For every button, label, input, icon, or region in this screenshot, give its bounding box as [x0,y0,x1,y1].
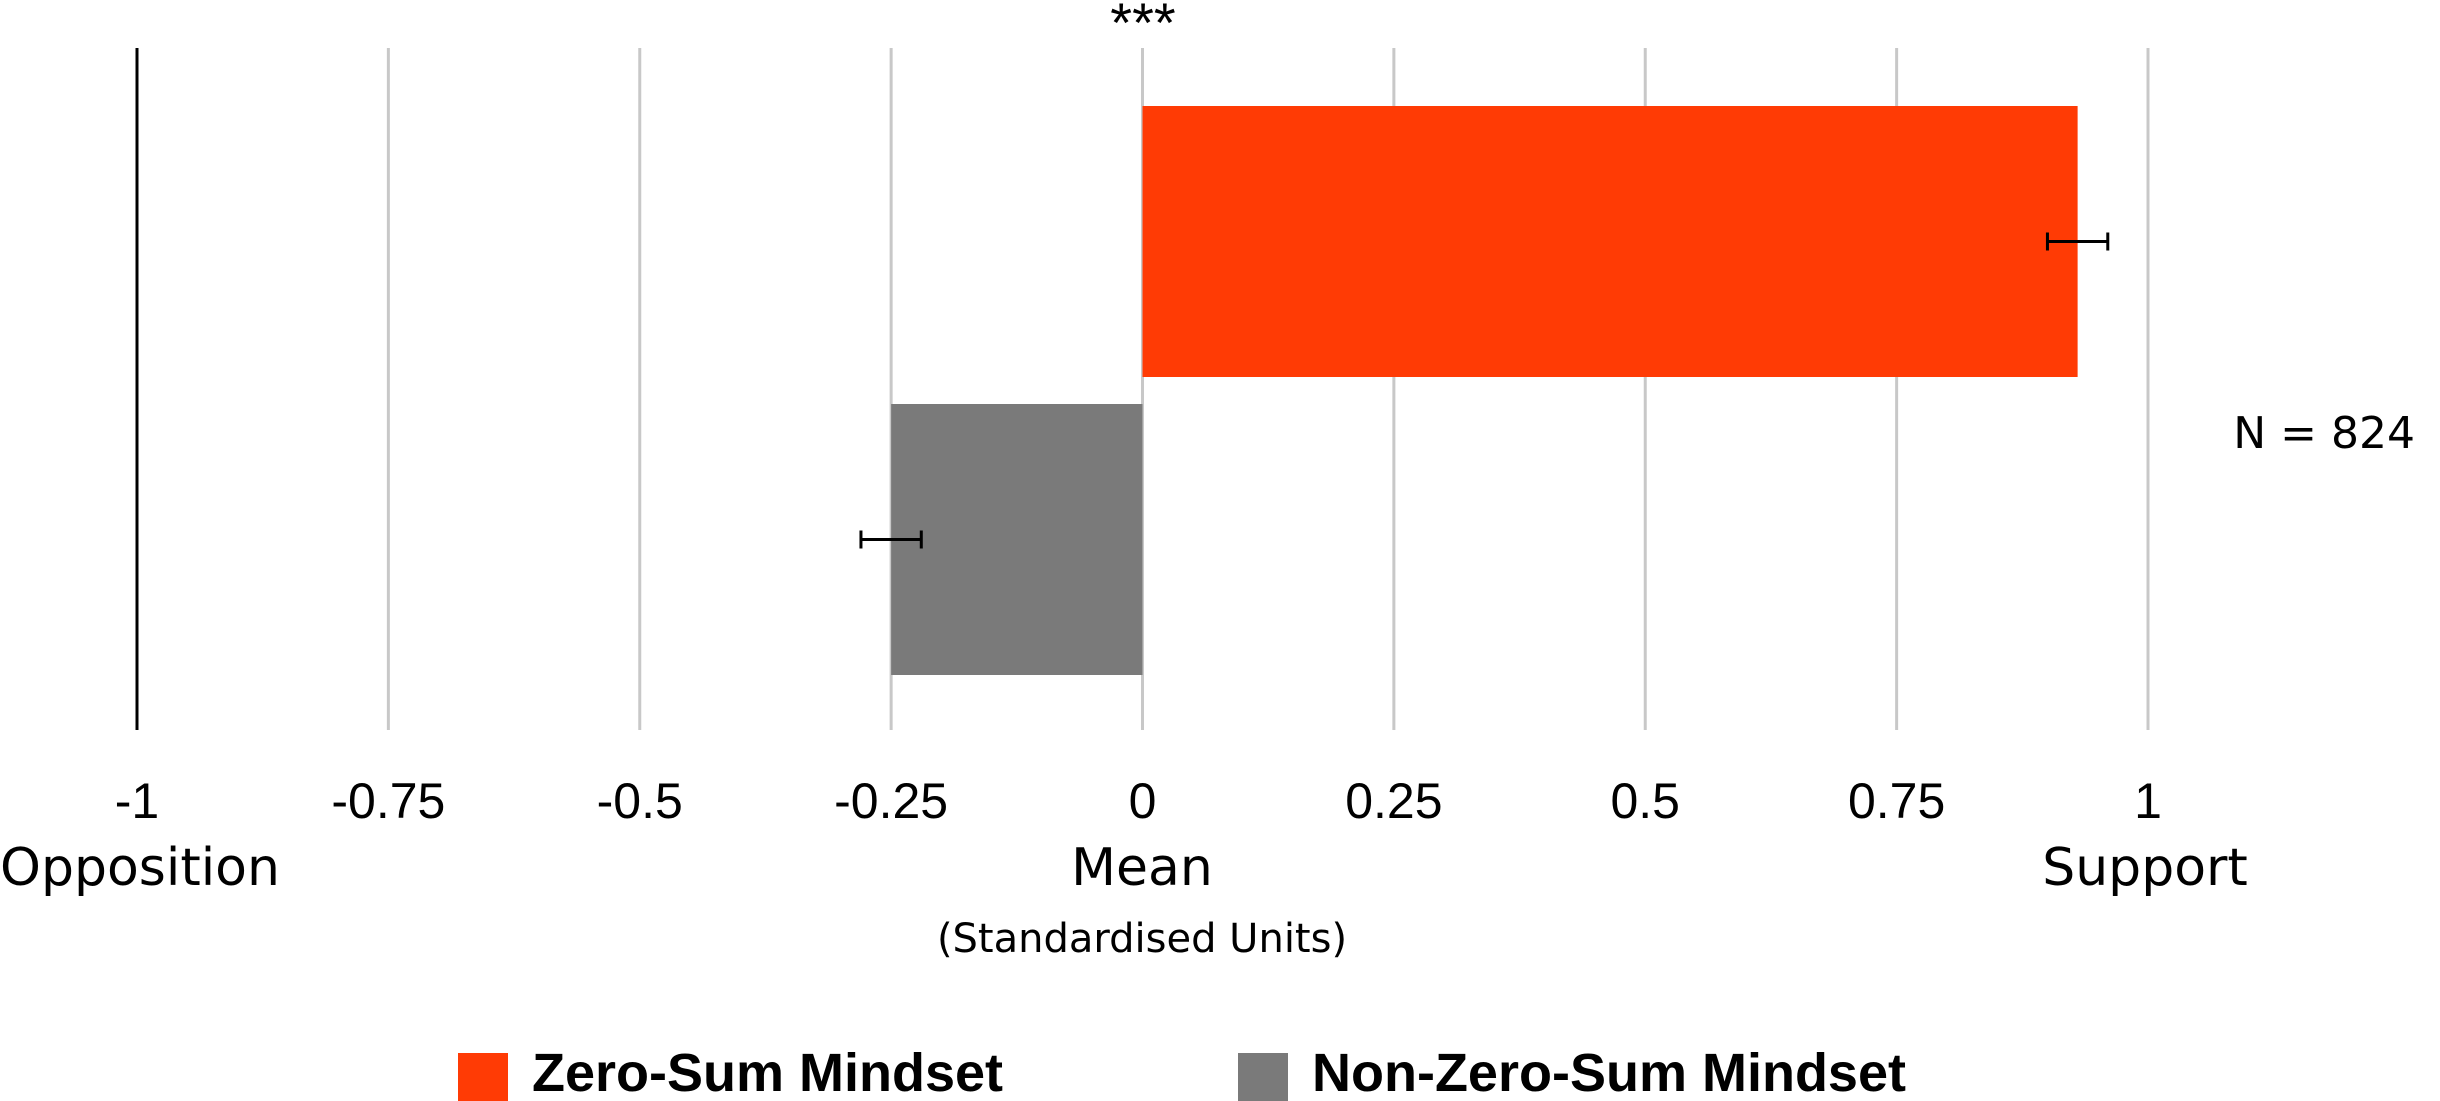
bar-non-zero-sum [891,404,1143,675]
bars [891,106,2078,675]
legend-swatch-non-zero-sum [1238,1053,1288,1101]
x-tick-label: 0.25 [1345,773,1442,829]
x-tick-label: -0.75 [331,773,445,829]
x-tick-label: -0.25 [834,773,948,829]
x-axis-subtitle: (Standardised Units) [937,916,1347,962]
legend-swatch-zero-sum [458,1053,508,1101]
legend-label-non-zero-sum: Non-Zero-Sum Mindset [1312,1043,1906,1101]
error-bars [859,232,2110,549]
x-axis-right-label: Support [2042,838,2248,898]
x-tick-label: 1 [2134,773,2162,829]
x-tick-label: 0 [1129,773,1157,829]
legend: Zero-Sum Mindset Non-Zero-Sum Mindset [458,1043,1906,1101]
x-tick-label: 0.5 [1610,773,1680,829]
bar-zero-sum [1142,106,2078,377]
x-tick-label: -1 [115,773,159,829]
x-axis-left-label: Opposition [0,838,280,898]
error-bar [859,530,923,549]
x-tick-label: -0.5 [597,773,683,829]
sample-size-label: N = 824 [2233,408,2415,459]
legend-label-zero-sum: Zero-Sum Mindset [532,1043,1003,1101]
x-tick-labels: -1 -0.75 -0.5 -0.25 0 0.25 0.5 0.75 1 [115,773,2162,829]
significance-marker: *** [1110,0,1175,54]
error-bar [2045,232,2110,251]
x-axis-title: Mean [1071,838,1213,898]
x-tick-label: 0.75 [1848,773,1945,829]
